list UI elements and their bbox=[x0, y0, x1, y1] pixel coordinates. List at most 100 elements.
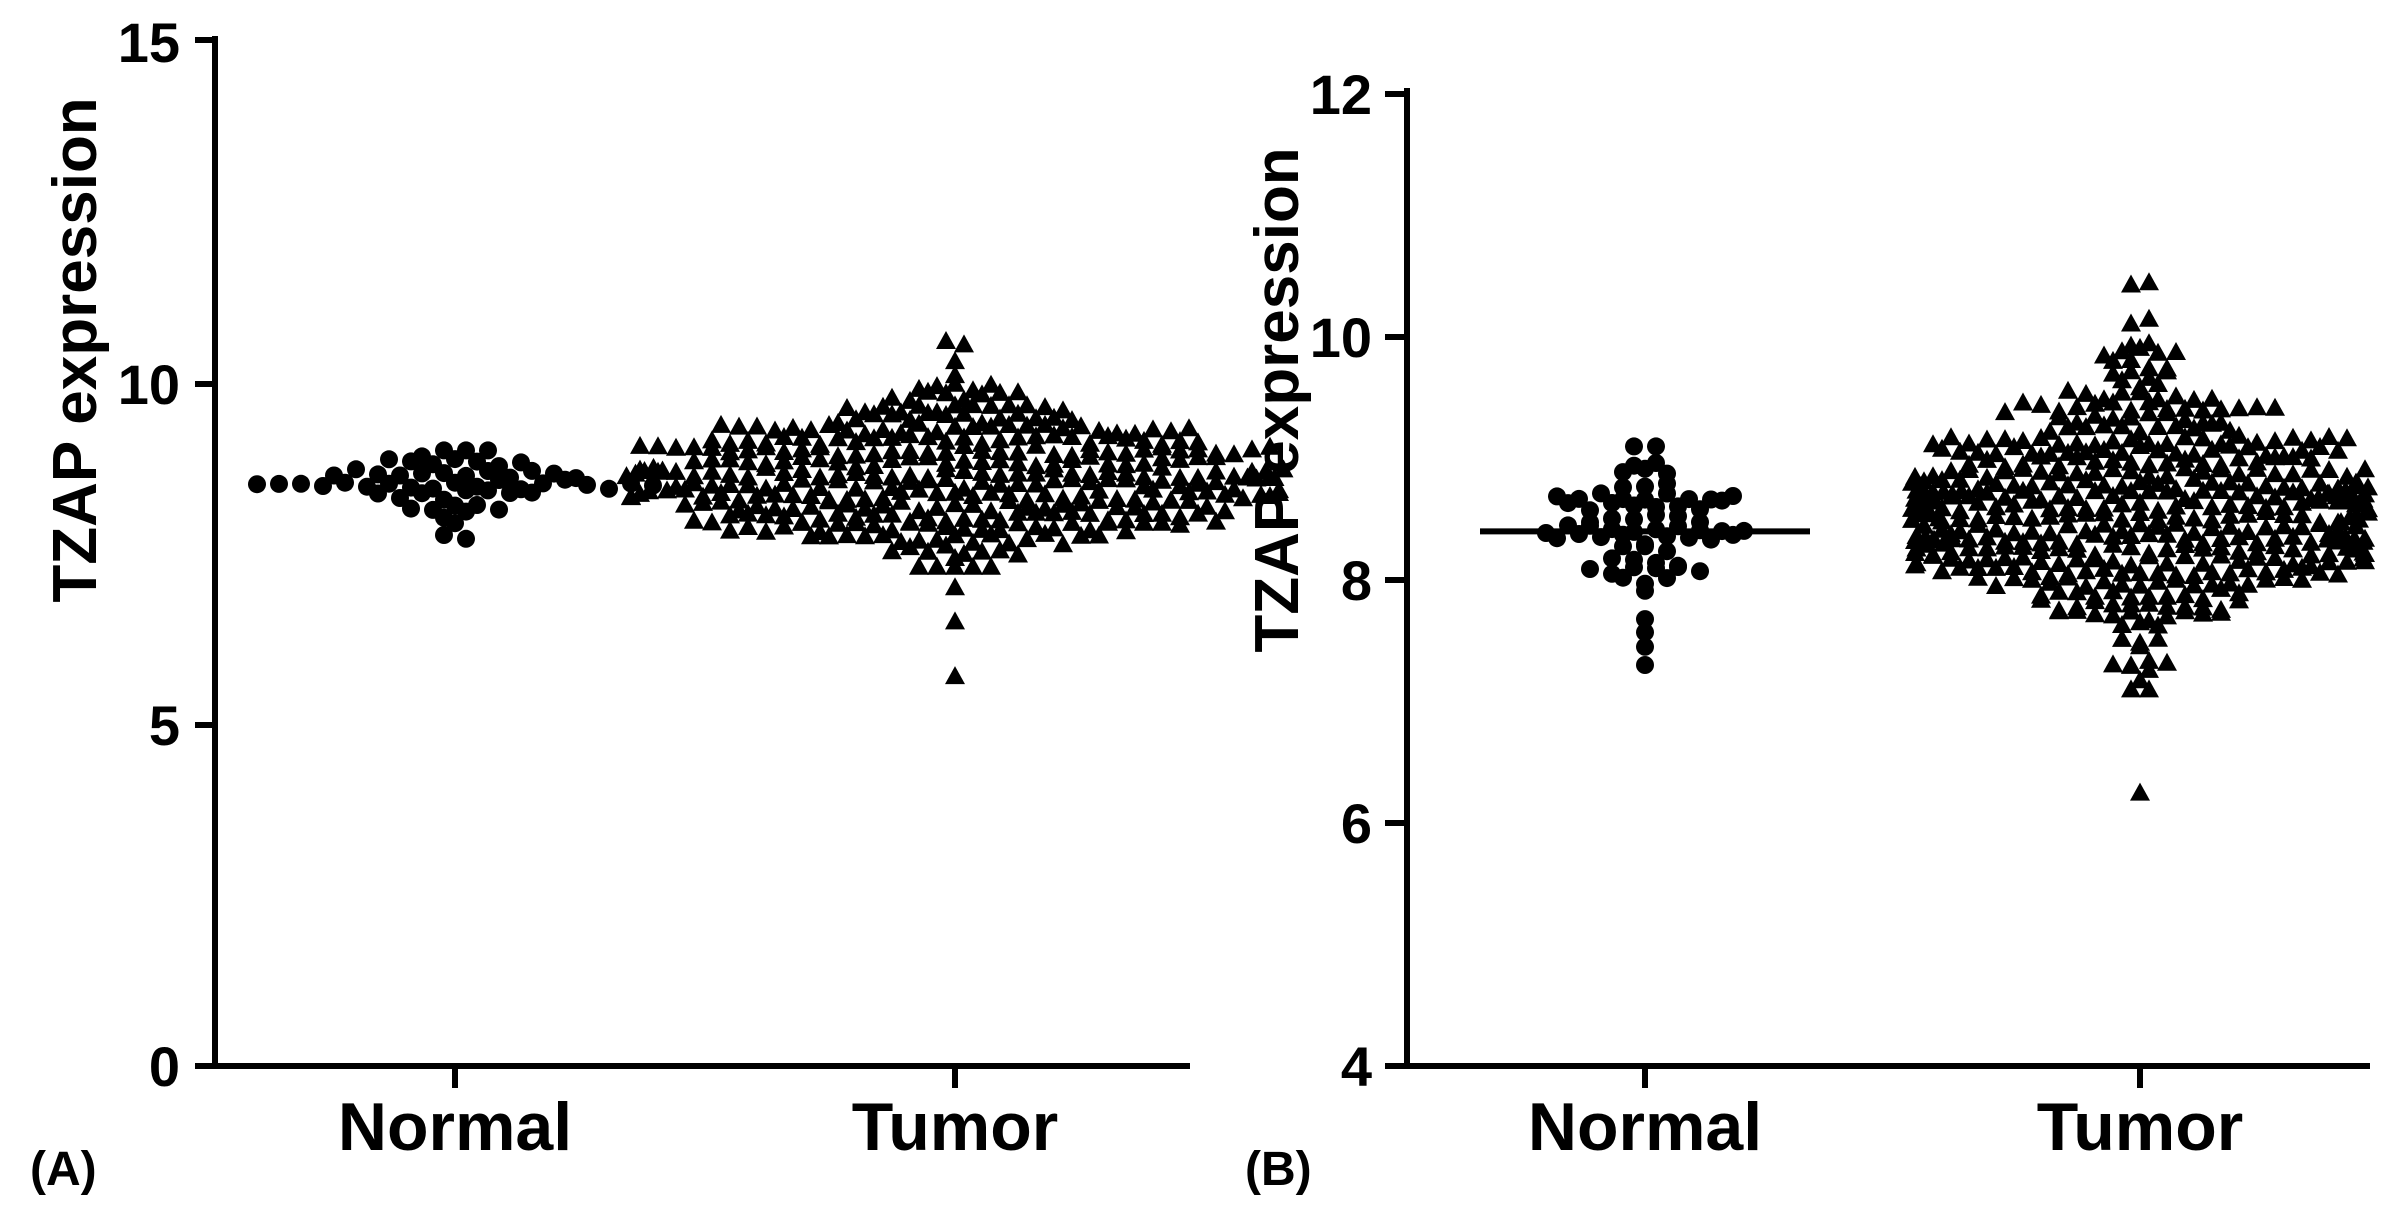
chart-b-tumor-point bbox=[1968, 492, 1988, 511]
chart-a-tumor-point bbox=[963, 417, 983, 435]
chart-a-tumor-point bbox=[648, 461, 668, 480]
chart-a-tumor-point bbox=[792, 469, 812, 488]
chart-a-tumor-point bbox=[1161, 490, 1181, 509]
chart-b-tumor-point bbox=[1902, 509, 1922, 528]
chart-b-tumor-point bbox=[2283, 447, 2303, 466]
chart-b-tumor-point bbox=[2121, 407, 2141, 426]
chart-b-tumor-point bbox=[2004, 557, 2024, 575]
chart-a-tumor-point bbox=[747, 485, 767, 504]
chart-a-tumor-point bbox=[1008, 474, 1028, 492]
chart-b-tumor-point bbox=[2193, 538, 2213, 557]
chart-b-tumor-point bbox=[2067, 433, 2087, 452]
chart-a-tumor-point bbox=[720, 520, 740, 539]
chart-a-tumor-point bbox=[1008, 463, 1028, 482]
chart-a-tumor-point bbox=[1089, 490, 1109, 509]
chart-a-tumor-point bbox=[684, 451, 704, 470]
chart-b-tumor-point bbox=[2049, 538, 2069, 557]
chart-a-tumor-point bbox=[792, 512, 812, 531]
chart-a-tumor-point bbox=[1161, 421, 1181, 440]
chart-a-tumor-point bbox=[963, 494, 983, 513]
chart-a-tumor-point bbox=[1215, 501, 1235, 520]
chart-b-panel-label: (B) bbox=[1245, 1143, 1312, 1196]
chart-a-normal-point bbox=[413, 484, 431, 503]
chart-b-tumor-point bbox=[2139, 679, 2159, 698]
chart-a-normal-point bbox=[457, 529, 475, 548]
chart-a-tumor-point bbox=[747, 496, 767, 515]
chart-a-tumor-point bbox=[774, 506, 794, 525]
chart-a-tumor-point bbox=[846, 513, 866, 532]
chart-b-tumor-point bbox=[2292, 517, 2312, 536]
chart-b-tumor-point bbox=[2103, 654, 2123, 673]
chart-a-panel-label: (A) bbox=[30, 1143, 97, 1196]
chart-a-tumor-point bbox=[981, 524, 1001, 543]
chart-a-tumor-point bbox=[945, 525, 965, 544]
chart-a-tumor-point bbox=[729, 416, 749, 435]
chart-a-tumor-point bbox=[990, 474, 1010, 493]
chart-b-tumor-point bbox=[2112, 509, 2132, 528]
chart-a-tumor-point bbox=[828, 503, 848, 522]
chart-b-tumor-point bbox=[2184, 566, 2204, 584]
chart-b-tumor-point bbox=[2175, 546, 2195, 565]
chart-a-tumor-point bbox=[702, 512, 722, 531]
chart-b-tumor-point bbox=[2139, 659, 2159, 678]
chart-a-tumor-point bbox=[837, 525, 857, 544]
chart-a-tumor-point bbox=[666, 437, 686, 456]
chart-a-tumor-point bbox=[936, 405, 956, 423]
chart-a-tumor-point bbox=[1116, 521, 1136, 540]
chart-a-tumor-point bbox=[1026, 408, 1046, 427]
chart-b-normal-point bbox=[1625, 496, 1643, 515]
chart-b-tumor-point bbox=[2121, 313, 2141, 332]
chart-a-tumor-point bbox=[756, 437, 776, 456]
chart-b-tumor-point bbox=[2112, 382, 2132, 401]
chart-b-tumor-point bbox=[2211, 459, 2231, 478]
chart-b-tumor-point bbox=[2085, 405, 2105, 424]
chart-a-tumor-point bbox=[1134, 453, 1154, 472]
chart-a-tumor-point bbox=[972, 440, 992, 459]
chart-a-ytick-label-15: 15 bbox=[118, 11, 180, 74]
chart-a-tumor-point bbox=[792, 447, 812, 465]
chart-b-tumor-point bbox=[2265, 487, 2285, 506]
chart-a-tumor-point bbox=[882, 541, 902, 560]
chart-b-tumor-point bbox=[1905, 531, 1925, 549]
chart-b-ylabel: TZAP expression bbox=[1243, 147, 1312, 652]
chart-b-tumor-point bbox=[2139, 272, 2159, 291]
chart-a-tumor-point bbox=[774, 473, 794, 492]
chart-b-tumor-point bbox=[2121, 429, 2141, 448]
chart-b-tumor-point bbox=[2265, 464, 2285, 483]
chart-a-tumor-point bbox=[999, 395, 1019, 414]
chart-a-tumor-point bbox=[639, 481, 659, 500]
chart-b-tumor-point bbox=[2175, 601, 2195, 620]
chart-b-tumor-point bbox=[2049, 601, 2069, 620]
chart-a-tumor-point bbox=[936, 517, 956, 535]
chart-b-tumor-point bbox=[2031, 446, 2051, 465]
chart-a-tumor-point bbox=[1188, 503, 1208, 522]
chart-b-tumor-point bbox=[2130, 575, 2150, 594]
chart-b-tumor-point bbox=[2358, 502, 2378, 521]
chart-b-tumor-point bbox=[2139, 524, 2159, 543]
chart-b-tumor-point bbox=[2328, 440, 2348, 459]
chart-a-tumor-point bbox=[891, 481, 911, 500]
chart-a-tumor-point bbox=[720, 505, 740, 524]
chart-b-tumor-point bbox=[2148, 615, 2168, 634]
chart-b-normal-point bbox=[1691, 500, 1709, 519]
chart-b-tumor-point bbox=[2139, 392, 2159, 411]
chart-b-tumor-point bbox=[1923, 545, 1943, 564]
chart-a-tumor-point bbox=[1026, 474, 1046, 493]
chart-a-tumor-point bbox=[1206, 472, 1226, 491]
chart-b-tumor-point bbox=[1977, 449, 1997, 468]
chart-a-tumor-point bbox=[1143, 479, 1163, 498]
chart-a-tumor-point bbox=[900, 512, 920, 531]
chart-b-tumor-point bbox=[2085, 393, 2105, 412]
chart-b-tumor-point bbox=[2166, 513, 2186, 532]
chart-b-tumor-point bbox=[2013, 547, 2033, 566]
chart-b-tumor-point bbox=[1950, 509, 1970, 528]
chart-a-tumor-point bbox=[873, 525, 893, 544]
chart-b-normal-point bbox=[1713, 491, 1731, 510]
chart-a-tumor-point bbox=[1237, 467, 1258, 486]
chart-a-tumor-point bbox=[864, 404, 884, 423]
chart-a-tumor-point bbox=[666, 461, 686, 480]
chart-a-tumor-point bbox=[702, 475, 722, 494]
chart-a-ytick-label-5: 5 bbox=[149, 694, 180, 757]
chart-a-tumor-point bbox=[783, 485, 803, 504]
